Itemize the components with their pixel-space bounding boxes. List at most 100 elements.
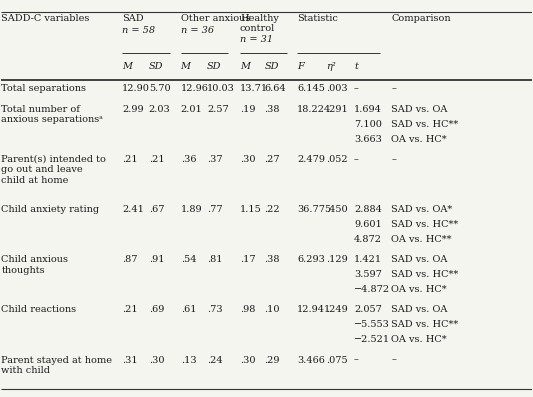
- Text: .21: .21: [122, 155, 138, 164]
- Text: .36: .36: [181, 155, 196, 164]
- Text: –: –: [391, 85, 396, 93]
- Text: 12.90: 12.90: [122, 85, 150, 93]
- Text: SD: SD: [264, 62, 279, 71]
- Text: 2.057: 2.057: [354, 305, 382, 314]
- Text: t: t: [354, 62, 358, 71]
- Text: Parent(s) intended to
go out and leave
child at home: Parent(s) intended to go out and leave c…: [2, 155, 106, 185]
- Text: Parent stayed at home
with child: Parent stayed at home with child: [2, 356, 112, 375]
- Text: .13: .13: [181, 356, 196, 364]
- Text: Child anxiety rating: Child anxiety rating: [2, 205, 100, 214]
- Text: 2.01: 2.01: [181, 105, 203, 114]
- Text: SAD vs. HC**: SAD vs. HC**: [391, 320, 458, 330]
- Text: M: M: [181, 62, 191, 71]
- Text: −4.872: −4.872: [354, 285, 390, 294]
- Text: SAD vs. HC**: SAD vs. HC**: [391, 270, 458, 279]
- Text: 3.597: 3.597: [354, 270, 382, 279]
- Text: .291: .291: [326, 105, 348, 114]
- Text: n = 31: n = 31: [240, 35, 273, 44]
- Text: .075: .075: [326, 356, 348, 364]
- Text: 12.96: 12.96: [181, 85, 208, 93]
- Text: .91: .91: [149, 255, 164, 264]
- Text: .98: .98: [240, 305, 255, 314]
- Text: .450: .450: [326, 205, 348, 214]
- Text: 7.100: 7.100: [354, 119, 382, 129]
- Text: 2.884: 2.884: [354, 205, 382, 214]
- Text: .129: .129: [326, 255, 348, 264]
- Text: SAD vs. OA: SAD vs. OA: [391, 255, 448, 264]
- Text: Total number of
anxious separationsᵃ: Total number of anxious separationsᵃ: [2, 105, 103, 124]
- Text: –: –: [354, 85, 359, 93]
- Text: 3.466: 3.466: [297, 356, 325, 364]
- Text: 13.71: 13.71: [240, 85, 268, 93]
- Text: 3.663: 3.663: [354, 135, 382, 144]
- Text: SAD vs. OA: SAD vs. OA: [391, 105, 448, 114]
- Text: .21: .21: [149, 155, 164, 164]
- Text: .54: .54: [181, 255, 196, 264]
- Text: 9.601: 9.601: [354, 220, 382, 229]
- Text: .77: .77: [207, 205, 223, 214]
- Text: .29: .29: [264, 356, 280, 364]
- Text: SD: SD: [149, 62, 163, 71]
- Text: n = 36: n = 36: [181, 26, 214, 35]
- Text: 6.64: 6.64: [264, 85, 286, 93]
- Text: 6.145: 6.145: [297, 85, 325, 93]
- Text: 12.941: 12.941: [297, 305, 332, 314]
- Text: .21: .21: [122, 305, 138, 314]
- Text: SAD vs. OA*: SAD vs. OA*: [391, 205, 453, 214]
- Text: .17: .17: [240, 255, 256, 264]
- Text: .73: .73: [207, 305, 223, 314]
- Text: 36.775: 36.775: [297, 205, 332, 214]
- Text: 10.03: 10.03: [207, 85, 235, 93]
- Text: .38: .38: [264, 105, 280, 114]
- Text: 1.15: 1.15: [240, 205, 262, 214]
- Text: Child reactions: Child reactions: [2, 305, 77, 314]
- Text: 2.41: 2.41: [122, 205, 144, 214]
- Text: control: control: [240, 24, 275, 33]
- Text: .30: .30: [240, 155, 255, 164]
- Text: .87: .87: [122, 255, 138, 264]
- Text: SADD-C variables: SADD-C variables: [2, 14, 90, 23]
- Text: 2.99: 2.99: [122, 105, 144, 114]
- Text: .19: .19: [240, 105, 255, 114]
- Text: .61: .61: [181, 305, 196, 314]
- Text: 1.694: 1.694: [354, 105, 382, 114]
- Text: –: –: [391, 155, 396, 164]
- Text: 2.479: 2.479: [297, 155, 325, 164]
- Text: Total separations: Total separations: [2, 85, 86, 93]
- Text: .81: .81: [207, 255, 223, 264]
- Text: .052: .052: [326, 155, 348, 164]
- Text: 5.70: 5.70: [149, 85, 171, 93]
- Text: 18.224: 18.224: [297, 105, 332, 114]
- Text: −2.521: −2.521: [354, 335, 390, 344]
- Text: −5.553: −5.553: [354, 320, 390, 330]
- Text: .27: .27: [264, 155, 280, 164]
- Text: –: –: [354, 356, 359, 364]
- Text: η²: η²: [326, 62, 336, 71]
- Text: 2.03: 2.03: [149, 105, 171, 114]
- Text: .37: .37: [207, 155, 223, 164]
- Text: M: M: [240, 62, 250, 71]
- Text: OA vs. HC**: OA vs. HC**: [391, 235, 451, 244]
- Text: .30: .30: [240, 356, 255, 364]
- Text: 1.89: 1.89: [181, 205, 202, 214]
- Text: SAD vs. HC**: SAD vs. HC**: [391, 220, 458, 229]
- Text: .67: .67: [149, 205, 164, 214]
- Text: .22: .22: [264, 205, 280, 214]
- Text: .24: .24: [207, 356, 223, 364]
- Text: SD: SD: [207, 62, 222, 71]
- Text: .003: .003: [326, 85, 348, 93]
- Text: –: –: [354, 155, 359, 164]
- Text: .10: .10: [264, 305, 280, 314]
- Text: M: M: [122, 62, 132, 71]
- Text: Healthy: Healthy: [240, 14, 279, 23]
- Text: Other anxious: Other anxious: [181, 14, 250, 23]
- Text: SAD vs. HC**: SAD vs. HC**: [391, 119, 458, 129]
- Text: n = 58: n = 58: [122, 26, 156, 35]
- Text: F: F: [297, 62, 304, 71]
- Text: –: –: [391, 356, 396, 364]
- Text: Statistic: Statistic: [297, 14, 338, 23]
- Text: SAD: SAD: [122, 14, 144, 23]
- Text: 6.293: 6.293: [297, 255, 325, 264]
- Text: SAD vs. OA: SAD vs. OA: [391, 305, 448, 314]
- Text: OA vs. HC*: OA vs. HC*: [391, 335, 447, 344]
